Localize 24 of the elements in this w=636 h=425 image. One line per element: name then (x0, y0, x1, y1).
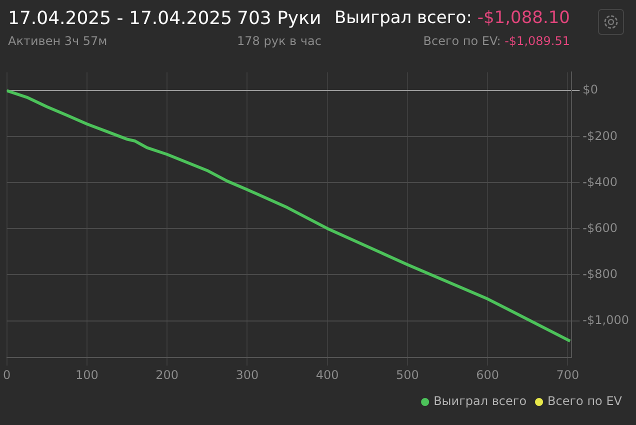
chart-subtitle: Активен 3ч 57м (8, 34, 108, 48)
text: -$1,088.10 (477, 8, 570, 28)
text: Выиграл всего: (334, 8, 472, 28)
legend-label: Всего по EV (548, 394, 623, 408)
chart-title: 17.04.2025 - 17.04.2025 (8, 8, 232, 29)
x-tick-label: 300 (236, 368, 259, 382)
y-tick-label: -$600 (582, 220, 618, 235)
y-tick-label: -$1,000 (582, 312, 630, 327)
x-tick-label: 600 (476, 368, 500, 382)
y-tick-label: -$200 (582, 128, 618, 143)
y-tick-label: $0 (582, 82, 598, 97)
x-tick-label: 700 (556, 368, 580, 382)
legend-label: Выиграл всего (434, 394, 527, 408)
text: 178 рук в час (237, 34, 322, 48)
x-tick-label: 500 (396, 368, 419, 382)
text: Всего по EV: (423, 34, 501, 48)
x-tick-label: 400 (316, 368, 339, 382)
y-tick-label: -$800 (582, 266, 618, 281)
x-tick-label: 200 (156, 368, 179, 382)
text: -$1,089.51 (504, 34, 570, 48)
text: 703 Руки (237, 8, 322, 29)
x-tick-label: 0 (2, 368, 11, 382)
x-tick-label: 100 (75, 368, 98, 382)
y-tick-label: -$400 (582, 174, 618, 189)
